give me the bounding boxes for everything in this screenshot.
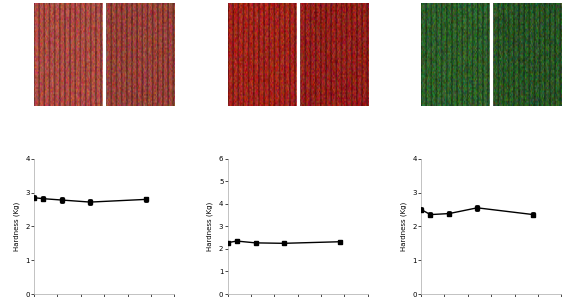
Text: Before
treatment: Before treatment xyxy=(433,159,479,178)
Text: Before
treatment: Before treatment xyxy=(240,159,285,178)
Text: After
treatment: After treatment xyxy=(503,159,549,178)
Y-axis label: Hardness (Kg): Hardness (Kg) xyxy=(207,202,213,251)
Text: After
treatment: After treatment xyxy=(116,159,162,178)
Text: After
treatment: After treatment xyxy=(310,159,356,178)
Y-axis label: Hardness (Kg): Hardness (Kg) xyxy=(400,202,407,251)
Y-axis label: Hardness (Kg): Hardness (Kg) xyxy=(13,202,20,251)
Text: Before
treatment: Before treatment xyxy=(46,159,92,178)
